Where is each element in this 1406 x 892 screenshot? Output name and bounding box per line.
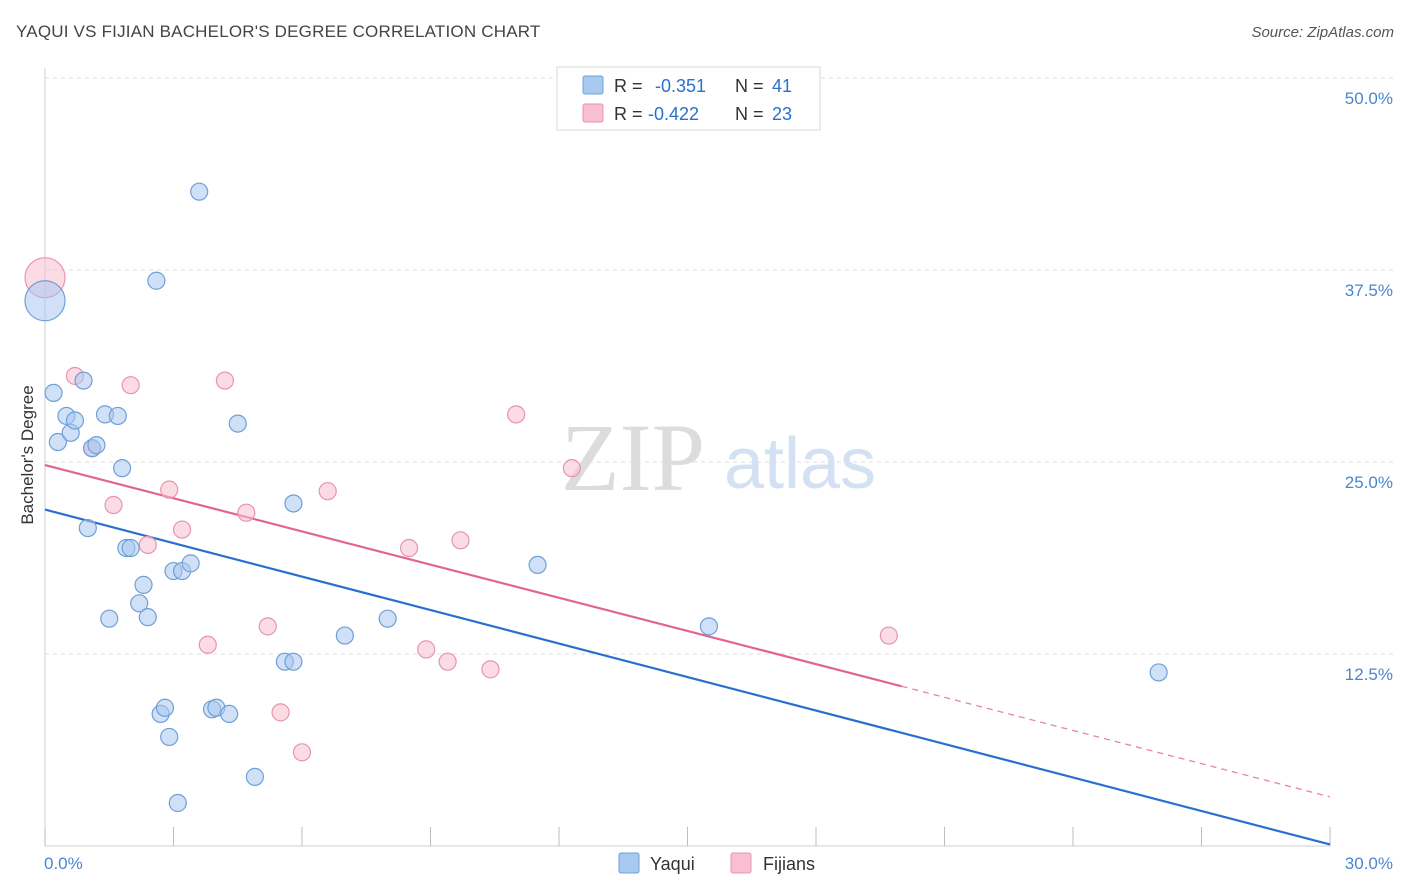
legend-n-label-fijians: N = — [735, 104, 764, 124]
stats-legend: R = -0.351 N = 41 R = -0.422 N = 23 — [556, 66, 821, 131]
data-point-yaqui — [65, 411, 85, 430]
legend-bottom-label-fijians: Fijians — [763, 854, 815, 874]
data-point-yaqui — [138, 608, 157, 627]
data-point-yaqui — [378, 609, 397, 628]
legend-swatch-fijians — [582, 103, 604, 123]
trend-line-fijians-extrapolated — [901, 685, 1331, 798]
data-point-fijians — [138, 535, 157, 555]
data-point-yaqui — [108, 406, 127, 426]
y-tick-label: 37.5% — [1345, 281, 1393, 300]
source-label: Source: ZipAtlas.com — [1251, 24, 1394, 41]
data-point-yaqui — [78, 518, 97, 538]
data-point-yaqui — [160, 727, 179, 747]
watermark-zip: ZIP — [561, 404, 705, 511]
y-axis-label: Bachelor's Degree — [18, 385, 37, 524]
legend-r-label-yaqui: R = — [614, 76, 643, 96]
y-tick-label: 50.0% — [1345, 89, 1393, 108]
data-point-yaqui — [100, 609, 119, 628]
data-point-fijians — [292, 743, 312, 762]
legend-swatch-yaqui — [582, 75, 604, 95]
data-point-fijians — [160, 480, 179, 499]
data-point-fijians — [399, 538, 419, 558]
data-point-yaqui — [335, 626, 354, 645]
legend-bottom-swatch-fijians — [730, 852, 752, 874]
data-point-yaqui — [74, 371, 93, 390]
data-point-yaqui — [168, 793, 187, 813]
data-point-fijians — [481, 660, 500, 679]
data-point-yaqui — [284, 652, 303, 671]
legend-bottom-swatch-yaqui — [618, 852, 640, 874]
y-tick-label: 12.5% — [1345, 665, 1393, 684]
data-point-yaqui — [528, 555, 547, 575]
series-legend: Yaqui Fijians — [618, 852, 815, 874]
data-point-fijians — [215, 371, 234, 390]
data-point-yaqui — [147, 271, 166, 290]
data-point-yaqui — [121, 538, 140, 558]
data-point-fijians — [121, 376, 140, 395]
data-point-yaqui — [284, 494, 303, 513]
legend-n-value-yaqui: 41 — [772, 76, 792, 96]
data-point-fijians — [198, 635, 217, 654]
data-point-yaqui — [48, 432, 67, 452]
watermark-atlas: atlas — [724, 424, 876, 504]
data-point-fijians — [451, 531, 470, 550]
data-point-yaqui — [44, 383, 63, 402]
data-point-yaqui — [1149, 663, 1168, 682]
legend-bottom-label-yaqui: Yaqui — [650, 854, 695, 874]
data-point-fijians — [237, 503, 256, 522]
data-point-fijians — [258, 617, 277, 636]
legend-n-label-yaqui: N = — [735, 76, 764, 96]
data-point-fijians — [172, 520, 192, 539]
legend-r-value-fijians: -0.422 — [648, 104, 699, 124]
legend-r-label-fijians: R = — [614, 104, 643, 124]
data-point-yaqui — [181, 554, 200, 573]
data-point-fijians — [507, 405, 526, 424]
data-point-yaqui — [134, 575, 153, 594]
x-tick-label-max: 30.0% — [1345, 854, 1393, 873]
trend-lines — [44, 464, 1331, 846]
chart-title: YAQUI VS FIJIAN BACHELOR'S DEGREE CORREL… — [16, 22, 541, 41]
data-point-yaqui — [220, 704, 239, 724]
data-points — [24, 182, 1168, 813]
trend-line-yaqui — [44, 508, 1331, 846]
data-point-fijians — [438, 652, 457, 671]
legend-r-value-yaqui: -0.351 — [655, 76, 706, 96]
x-tick-label-min: 0.0% — [44, 854, 83, 873]
data-point-fijians — [271, 703, 290, 722]
axes: 12.5% 25.0% 37.5% 50.0% 0.0% 30.0% — [44, 68, 1393, 873]
data-point-yaqui — [155, 698, 175, 717]
data-point-yaqui — [190, 182, 209, 201]
legend-n-value-fijians: 23 — [772, 104, 792, 124]
grid-lines — [45, 77, 1393, 655]
y-tick-label: 25.0% — [1345, 473, 1393, 492]
data-point-yaqui — [130, 594, 149, 613]
data-point-fijians — [318, 482, 337, 501]
data-point-fijians — [104, 495, 123, 515]
data-point-yaqui — [112, 459, 132, 478]
data-point-yaqui — [24, 280, 66, 322]
data-point-fijians — [879, 626, 898, 645]
data-point-yaqui — [87, 436, 106, 455]
data-point-yaqui — [245, 767, 264, 786]
trend-line-fijians — [44, 464, 902, 688]
data-point-fijians — [562, 459, 581, 478]
data-point-yaqui — [699, 617, 719, 636]
data-point-yaqui — [228, 414, 247, 433]
data-point-fijians — [417, 640, 436, 659]
